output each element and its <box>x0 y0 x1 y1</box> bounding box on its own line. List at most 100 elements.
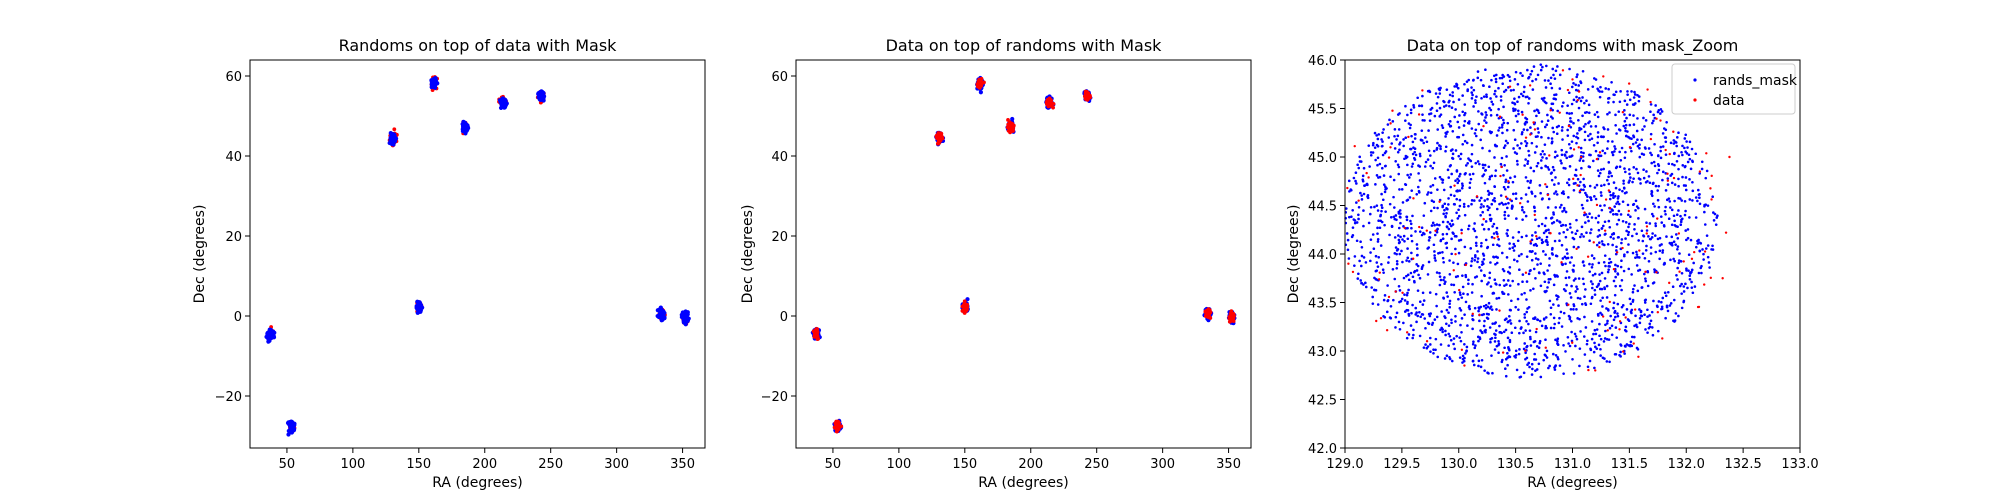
random-point <box>1480 294 1483 298</box>
random-point <box>1375 204 1379 207</box>
random-point <box>1523 316 1527 319</box>
random-point <box>1630 335 1634 339</box>
random-point <box>1599 154 1603 158</box>
random-point <box>1444 104 1448 107</box>
random-point <box>1544 165 1547 168</box>
random-point <box>1526 128 1529 132</box>
random-point <box>1398 209 1402 212</box>
random-point <box>1357 272 1360 276</box>
random-point <box>1493 92 1496 96</box>
random-point <box>1626 203 1630 207</box>
random-point <box>1582 282 1586 286</box>
random-point <box>1619 344 1623 347</box>
random-point <box>1476 70 1480 73</box>
random-point <box>1477 364 1480 368</box>
random-point <box>1350 189 1353 192</box>
random-point <box>1577 106 1581 110</box>
random-point <box>1565 150 1568 154</box>
random-point <box>1570 102 1574 106</box>
random-point <box>1628 136 1632 140</box>
random-point <box>1598 322 1601 326</box>
random-point <box>1683 146 1686 150</box>
random-point <box>1512 88 1515 92</box>
random-point <box>1418 191 1421 194</box>
random-point <box>1503 346 1506 350</box>
random-point <box>1652 119 1655 123</box>
random-point <box>1560 191 1564 195</box>
random-point <box>1533 352 1536 356</box>
random-point <box>1010 116 1015 122</box>
random-point <box>1483 319 1486 323</box>
random-point <box>1672 139 1676 142</box>
random-point <box>1490 192 1494 195</box>
random-point <box>1504 367 1507 371</box>
random-point <box>1504 88 1508 92</box>
random-point <box>1580 302 1584 306</box>
data-point <box>1353 144 1356 148</box>
data-point <box>1508 85 1512 88</box>
random-point <box>1473 258 1477 262</box>
data-point <box>962 299 967 304</box>
random-point <box>1696 242 1700 245</box>
data-point <box>1567 124 1571 128</box>
random-point <box>1608 265 1611 268</box>
random-point <box>1542 317 1546 321</box>
random-point <box>1502 292 1506 296</box>
random-point <box>1436 188 1439 191</box>
random-point <box>1599 347 1602 351</box>
random-point <box>1621 189 1624 193</box>
random-point <box>1650 192 1653 196</box>
random-point <box>1512 128 1516 132</box>
random-point <box>1487 165 1491 169</box>
random-point <box>1648 181 1652 185</box>
random-point <box>1676 248 1679 251</box>
random-point <box>1430 224 1434 227</box>
random-point <box>1493 340 1497 343</box>
random-point <box>1646 179 1649 183</box>
random-point <box>1695 245 1698 249</box>
random-point <box>1662 223 1666 227</box>
x-tick-label: 50 <box>825 457 842 472</box>
random-point <box>1413 132 1417 136</box>
random-point <box>1367 221 1371 225</box>
random-point <box>1445 241 1449 245</box>
random-point <box>432 85 438 90</box>
random-point <box>1578 159 1582 162</box>
random-point <box>1484 303 1488 307</box>
random-point <box>1711 244 1714 248</box>
random-point <box>1658 249 1662 253</box>
random-point <box>1516 83 1520 86</box>
random-point <box>1572 308 1575 311</box>
random-point <box>1511 205 1514 208</box>
random-point <box>1403 293 1406 296</box>
random-point <box>1485 282 1489 286</box>
random-point <box>1508 308 1512 312</box>
random-point <box>1524 214 1528 218</box>
x-tick-label: 300 <box>604 457 629 472</box>
random-point <box>1382 183 1386 186</box>
random-point <box>1380 203 1383 207</box>
random-point <box>1433 177 1437 180</box>
random-point <box>1547 281 1551 284</box>
random-point <box>1425 140 1429 144</box>
random-point <box>1607 268 1610 271</box>
random-point <box>1450 321 1453 325</box>
random-point <box>1545 229 1548 232</box>
random-point <box>1405 218 1409 222</box>
random-point <box>1607 261 1611 265</box>
random-point <box>1630 234 1634 238</box>
random-point <box>1490 100 1494 104</box>
random-point <box>1518 268 1521 272</box>
random-point <box>1482 258 1486 261</box>
random-point <box>1529 337 1532 341</box>
random-point <box>1480 196 1483 200</box>
random-point <box>1535 164 1539 168</box>
random-point <box>1383 294 1387 297</box>
random-point <box>1575 75 1578 79</box>
random-point <box>1509 176 1512 180</box>
random-point <box>1457 208 1460 212</box>
random-point <box>1382 271 1385 274</box>
random-point <box>1393 217 1397 221</box>
random-point <box>1516 100 1519 104</box>
random-point <box>1651 182 1655 186</box>
